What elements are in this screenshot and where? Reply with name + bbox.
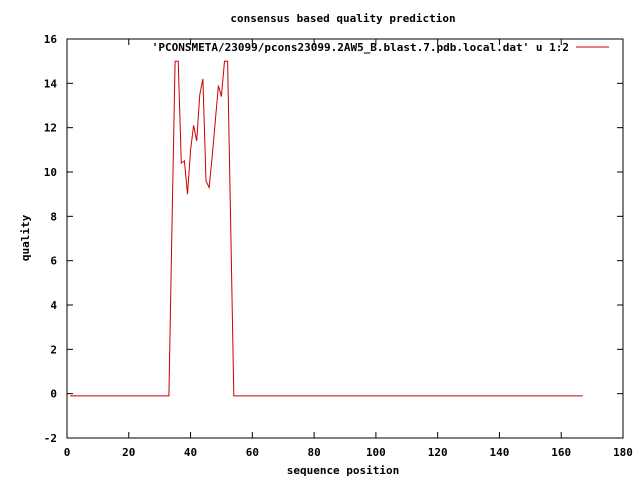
- x-tick-label: 120: [428, 446, 448, 459]
- x-tick-label: 160: [551, 446, 571, 459]
- x-tick-label: 180: [613, 446, 633, 459]
- x-tick-label: 140: [490, 446, 510, 459]
- legend-label: 'PCONSMETA/23099/pcons23099.2AW5_B.blast…: [152, 41, 569, 54]
- y-tick-label: 8: [50, 210, 57, 223]
- y-tick-label: 2: [50, 343, 57, 356]
- y-axis-ticks: -2 0 2 4 6 8 10 12 14 16: [44, 33, 623, 445]
- x-axis-label: sequence position: [287, 464, 400, 477]
- x-tick-label: 100: [366, 446, 386, 459]
- x-tick-label: 0: [64, 446, 71, 459]
- legend: 'PCONSMETA/23099/pcons23099.2AW5_B.blast…: [152, 41, 609, 54]
- chart-title: consensus based quality prediction: [230, 12, 455, 25]
- y-tick-label: 16: [44, 33, 58, 46]
- plot-frame: [66, 38, 624, 439]
- x-tick-label: 60: [246, 446, 259, 459]
- series-line: [70, 60, 583, 397]
- y-tick-label: 14: [44, 77, 58, 90]
- y-tick-label: 0: [50, 388, 57, 401]
- y-tick-label: 6: [50, 255, 57, 268]
- y-tick-label: 12: [44, 122, 57, 135]
- y-tick-label: -2: [44, 432, 57, 445]
- x-tick-label: 80: [307, 446, 320, 459]
- y-tick-label: 10: [44, 166, 57, 179]
- x-axis-ticks: 0 20 40 60 80 100 120 140 160 180: [64, 39, 633, 459]
- y-axis-label: quality: [19, 214, 32, 261]
- x-tick-label: 40: [184, 446, 197, 459]
- y-tick-label: 4: [50, 299, 57, 312]
- x-tick-label: 20: [122, 446, 135, 459]
